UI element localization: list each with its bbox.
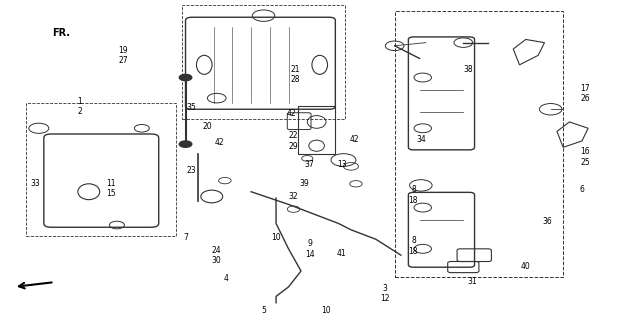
Text: 10: 10 <box>321 306 331 315</box>
Text: 37: 37 <box>304 160 314 169</box>
Text: 9
14: 9 14 <box>305 239 315 259</box>
Text: 3
12: 3 12 <box>381 284 390 303</box>
Text: 32: 32 <box>288 192 298 201</box>
Circle shape <box>179 141 192 147</box>
Text: 11
15: 11 15 <box>106 179 115 198</box>
Text: 17
26: 17 26 <box>580 84 590 103</box>
Text: 23: 23 <box>187 166 197 175</box>
Text: 36: 36 <box>543 217 552 226</box>
Text: 41: 41 <box>337 249 346 258</box>
Text: 39: 39 <box>299 179 309 188</box>
Text: 8
18: 8 18 <box>409 185 418 205</box>
Text: 7: 7 <box>183 233 188 242</box>
Text: 33: 33 <box>31 179 41 188</box>
Text: 42: 42 <box>215 138 224 147</box>
Text: 5: 5 <box>261 306 266 315</box>
Text: 10: 10 <box>271 233 281 242</box>
Text: 42: 42 <box>287 109 297 118</box>
Text: 20: 20 <box>203 122 212 131</box>
Text: 35: 35 <box>187 103 197 112</box>
Text: 42: 42 <box>349 135 359 144</box>
Text: 8
18: 8 18 <box>409 236 418 256</box>
Text: 24
30: 24 30 <box>212 246 221 265</box>
Text: 19
27: 19 27 <box>119 46 128 65</box>
Circle shape <box>179 74 192 81</box>
Text: 21
28: 21 28 <box>290 65 300 84</box>
Text: 1
2: 1 2 <box>77 97 82 116</box>
Text: 40: 40 <box>521 261 530 270</box>
Text: 22
29: 22 29 <box>288 132 298 151</box>
Text: 6: 6 <box>579 185 584 194</box>
Text: 38: 38 <box>463 65 473 74</box>
Text: 4: 4 <box>224 274 229 283</box>
Text: 16
25: 16 25 <box>580 147 590 167</box>
Text: 13: 13 <box>337 160 346 169</box>
Text: 31: 31 <box>468 277 478 286</box>
Text: FR.: FR. <box>51 28 70 38</box>
Text: 34: 34 <box>416 135 426 144</box>
